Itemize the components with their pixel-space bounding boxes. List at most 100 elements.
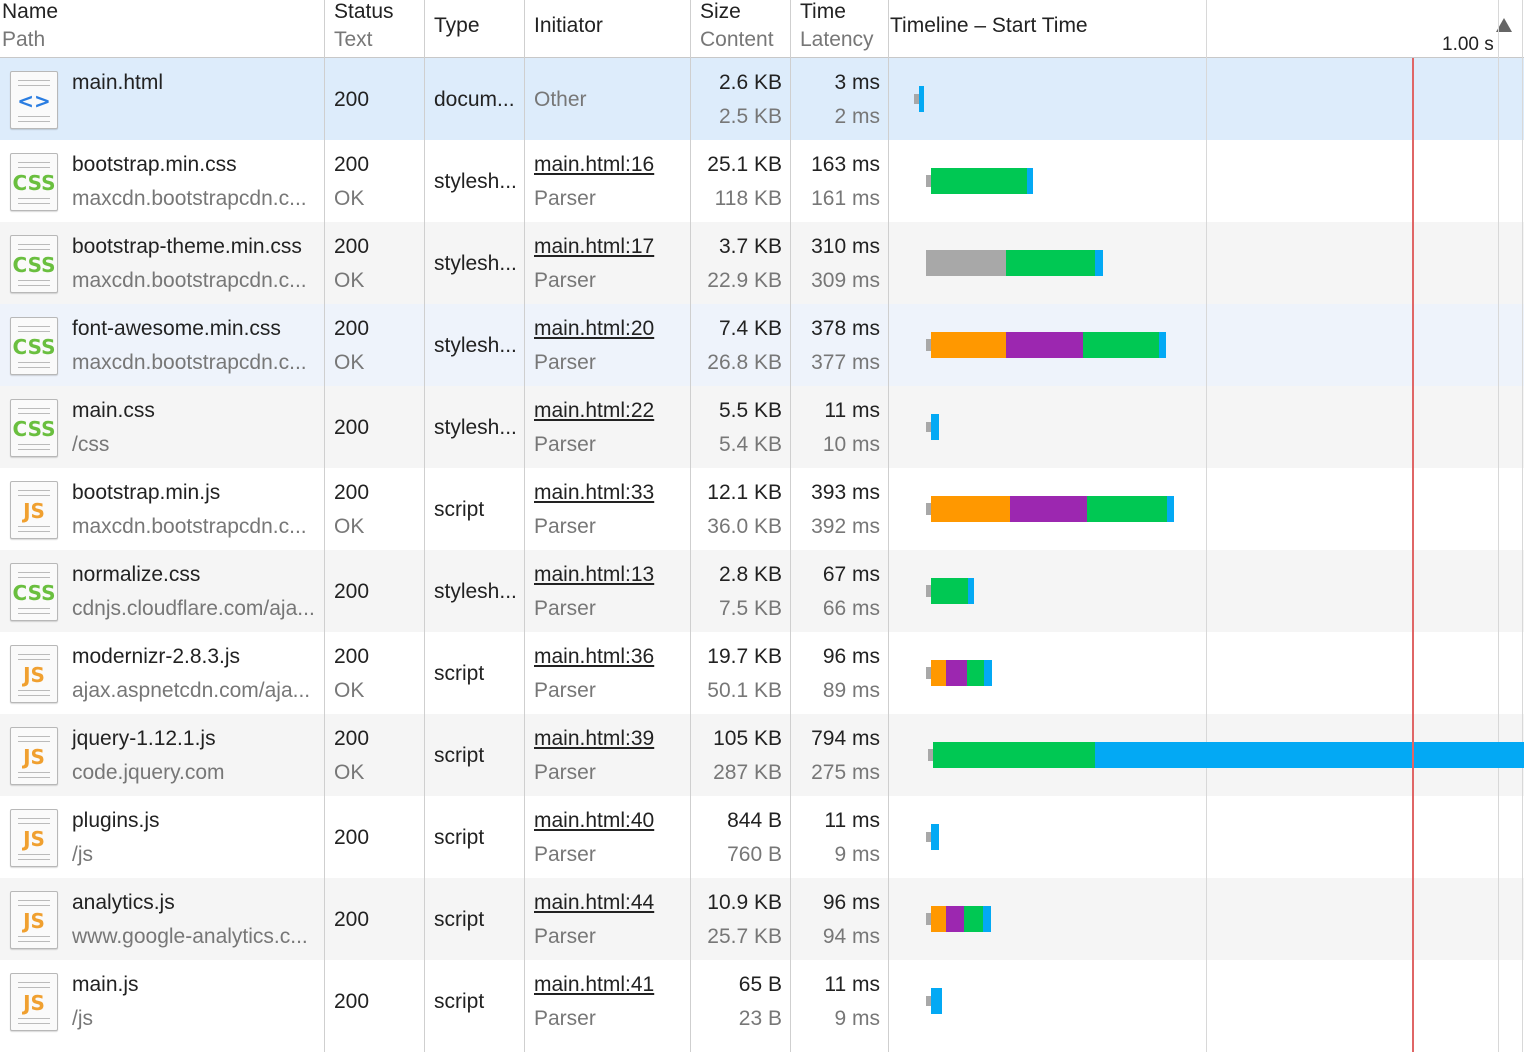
request-path: /css (72, 433, 110, 456)
content-header-label: Content (700, 28, 774, 51)
transfer-size: 2.6 KB (718, 71, 782, 94)
initiator-link[interactable]: main.html:39 (534, 727, 655, 750)
js-file-icon: JS (10, 645, 58, 703)
timeline-bar[interactable] (926, 332, 1167, 358)
request-row[interactable]: JS jquery-1.12.1.js code.jquery.com 200 … (0, 714, 1524, 796)
request-row[interactable]: CSS bootstrap-theme.min.css maxcdn.boots… (0, 222, 1524, 304)
request-row[interactable]: JS main.js /js 200 script main.html:41 P… (0, 960, 1524, 1042)
waiting-segment (926, 250, 1006, 276)
content-size: 22.9 KB (707, 269, 782, 292)
column-divider[interactable] (888, 0, 889, 1052)
column-divider[interactable] (690, 0, 691, 1052)
column-divider[interactable] (524, 0, 525, 1052)
download-segment (1166, 496, 1175, 522)
initiator-link[interactable]: main.html:36 (534, 645, 655, 668)
download-segment (1094, 742, 1524, 768)
latency-time: 9 ms (834, 1007, 880, 1030)
type-column-header[interactable]: Type (434, 0, 522, 57)
timeline-bar[interactable] (914, 86, 924, 112)
initiator-column-header[interactable]: Initiator (534, 0, 684, 57)
sort-ascending-icon[interactable] (1496, 18, 1512, 32)
file-type-glyph: CSS (12, 171, 56, 195)
request-name: main.css (72, 399, 155, 422)
initiator-link[interactable]: main.html:44 (534, 891, 655, 914)
timeline-bar[interactable] (926, 906, 991, 932)
total-time: 310 ms (811, 235, 880, 258)
timeline-bar[interactable] (926, 250, 1103, 276)
request-path: /js (72, 843, 93, 866)
timeline-bar[interactable] (926, 578, 975, 604)
receiving-segment (1083, 332, 1159, 358)
initiator-type: Parser (534, 843, 596, 866)
request-name: normalize.css (72, 563, 201, 586)
request-type: stylesh... (434, 334, 517, 357)
latency-time: 94 ms (822, 925, 880, 948)
timeline-scale-label: 1.00 s (1442, 34, 1494, 55)
column-divider[interactable] (324, 0, 325, 1052)
initiator-link: Other (534, 88, 587, 111)
download-segment (1027, 168, 1034, 194)
waiting-segment (926, 422, 931, 432)
request-type: stylesh... (434, 580, 517, 603)
content-size: 2.5 KB (718, 105, 782, 128)
timeline-bar[interactable] (926, 168, 1034, 194)
timeline-bar[interactable] (926, 496, 1175, 522)
content-size: 118 KB (714, 187, 782, 210)
request-row[interactable]: <> main.html 200 docum... Other 2.6 KB 2… (0, 58, 1524, 140)
request-row[interactable]: CSS font-awesome.min.css maxcdn.bootstra… (0, 304, 1524, 386)
initiator-link[interactable]: main.html:20 (534, 317, 655, 340)
request-type: script (434, 498, 485, 521)
timeline-bar[interactable] (926, 660, 992, 686)
timeline-bar[interactable] (926, 824, 939, 850)
waiting-segment (914, 94, 919, 104)
latency-time: 309 ms (811, 269, 880, 292)
latency-time: 2 ms (834, 105, 880, 128)
initiator-link[interactable]: main.html:22 (534, 399, 655, 422)
name-column-header[interactable]: Name Path (2, 0, 322, 57)
initiator-link[interactable]: main.html:41 (534, 973, 655, 996)
request-name: main.js (72, 973, 139, 996)
latency-time: 10 ms (822, 433, 880, 456)
request-row[interactable]: JS analytics.js www.google-analytics.c..… (0, 878, 1524, 960)
request-row[interactable]: JS plugins.js /js 200 script main.html:4… (0, 796, 1524, 878)
initiator-link[interactable]: main.html:16 (534, 153, 655, 176)
transfer-size: 25.1 KB (707, 153, 782, 176)
waiting-segment (926, 913, 931, 925)
status-column-header[interactable]: Status Text (334, 0, 422, 57)
js-file-icon: JS (10, 727, 58, 785)
load-event-marker (1412, 58, 1414, 1052)
request-row[interactable]: CSS main.css /css 200 stylesh... main.ht… (0, 386, 1524, 468)
initiator-type: Parser (534, 761, 596, 784)
column-divider[interactable] (790, 0, 791, 1052)
timeline-bar[interactable] (926, 988, 942, 1014)
content-size: 23 B (738, 1007, 782, 1030)
time-column-header[interactable]: Time Latency (800, 0, 888, 57)
network-table-header: Name Path Status Text Type Initiator Siz… (0, 0, 1524, 58)
js-file-icon: JS (10, 809, 58, 867)
timeline-gridline (1498, 0, 1499, 1052)
initiator-link[interactable]: main.html:40 (534, 809, 655, 832)
column-divider[interactable] (424, 0, 425, 1052)
size-column-header[interactable]: Size Content (700, 0, 788, 57)
status-text: OK (334, 761, 365, 784)
initiator-header-label: Initiator (534, 14, 603, 37)
total-time: 11 ms (824, 399, 880, 422)
waiting-segment (926, 339, 931, 351)
timeline-bar[interactable] (927, 742, 1524, 768)
request-row[interactable]: JS modernizr-2.8.3.js ajax.aspnetcdn.com… (0, 632, 1524, 714)
initiator-type: Parser (534, 679, 596, 702)
request-row[interactable]: JS bootstrap.min.js maxcdn.bootstrapcdn.… (0, 468, 1524, 550)
request-type: script (434, 826, 485, 849)
content-size: 36.0 KB (707, 515, 782, 538)
request-type: stylesh... (434, 170, 517, 193)
file-type-glyph: <> (17, 89, 51, 113)
receiving-segment (963, 906, 983, 932)
request-row[interactable]: CSS normalize.css cdnjs.cloudflare.com/a… (0, 550, 1524, 632)
initiator-link[interactable]: main.html:17 (534, 235, 655, 258)
initiator-link[interactable]: main.html:33 (534, 481, 655, 504)
timeline-column-header[interactable]: Timeline – Start Time (890, 0, 1490, 57)
initiator-link[interactable]: main.html:13 (534, 563, 655, 586)
timeline-bar[interactable] (926, 414, 939, 440)
request-row[interactable]: CSS bootstrap.min.css maxcdn.bootstrapcd… (0, 140, 1524, 222)
js-file-icon: JS (10, 481, 58, 539)
